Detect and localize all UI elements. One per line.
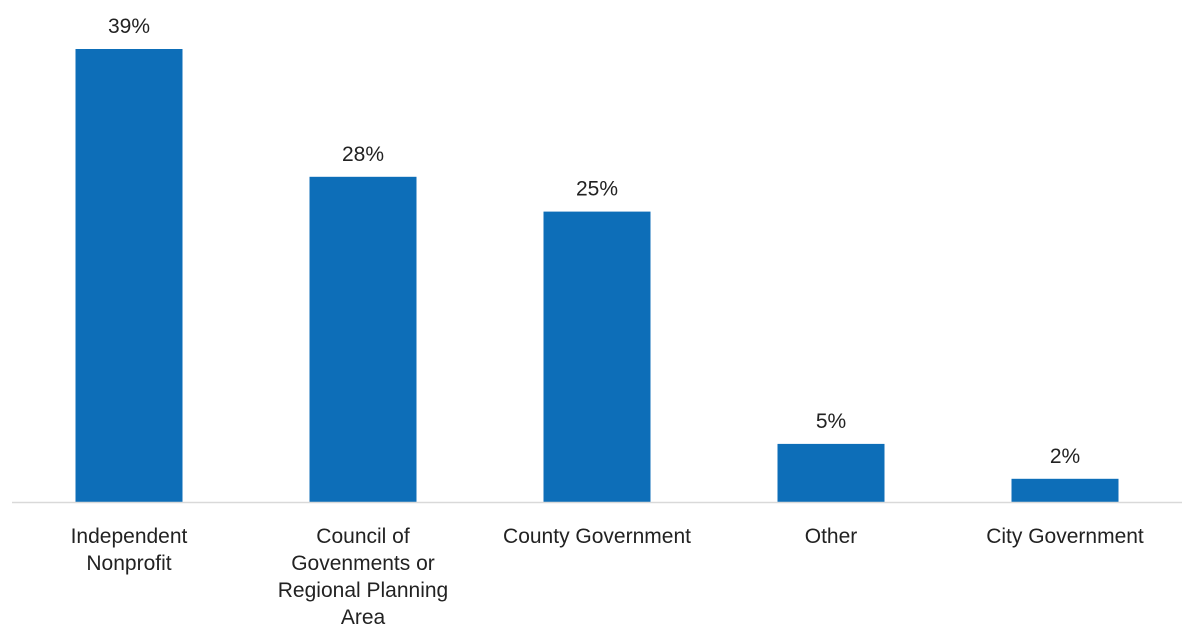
category-label: County Government [503, 525, 691, 548]
category-label-line: Independent [71, 525, 188, 548]
bars-group [75, 49, 1119, 503]
category-label-line: Area [341, 606, 386, 629]
category-label: Council of Govenments or Regional Planning… [278, 525, 448, 629]
bar [1011, 478, 1119, 502]
bar [309, 176, 417, 503]
category-label-line: City Government [986, 525, 1144, 548]
bar [75, 49, 183, 502]
data-label: 39% [108, 15, 150, 38]
bar [543, 211, 651, 502]
data-label: 28% [342, 143, 384, 166]
category-label: Independent Nonprofit [71, 525, 188, 575]
category-label-line: Council of [316, 525, 410, 548]
category-label: Other [805, 525, 858, 548]
data-label: 2% [1050, 445, 1080, 468]
category-label-line: Govenments or [291, 552, 435, 575]
data-label: 5% [816, 410, 846, 433]
category-label: City Government [986, 525, 1144, 548]
category-label-line: Nonprofit [86, 552, 171, 575]
category-label-line: Regional Planning [278, 579, 448, 602]
data-label: 25% [576, 178, 618, 201]
category-label-line: County Government [503, 525, 691, 548]
data-labels-group: 39% 28% 25% 5% 2% [108, 15, 1080, 468]
category-labels-group: Independent Nonprofit Council of Govenments… [71, 525, 1144, 629]
category-label-line: Other [805, 525, 858, 548]
bar [777, 443, 885, 502]
